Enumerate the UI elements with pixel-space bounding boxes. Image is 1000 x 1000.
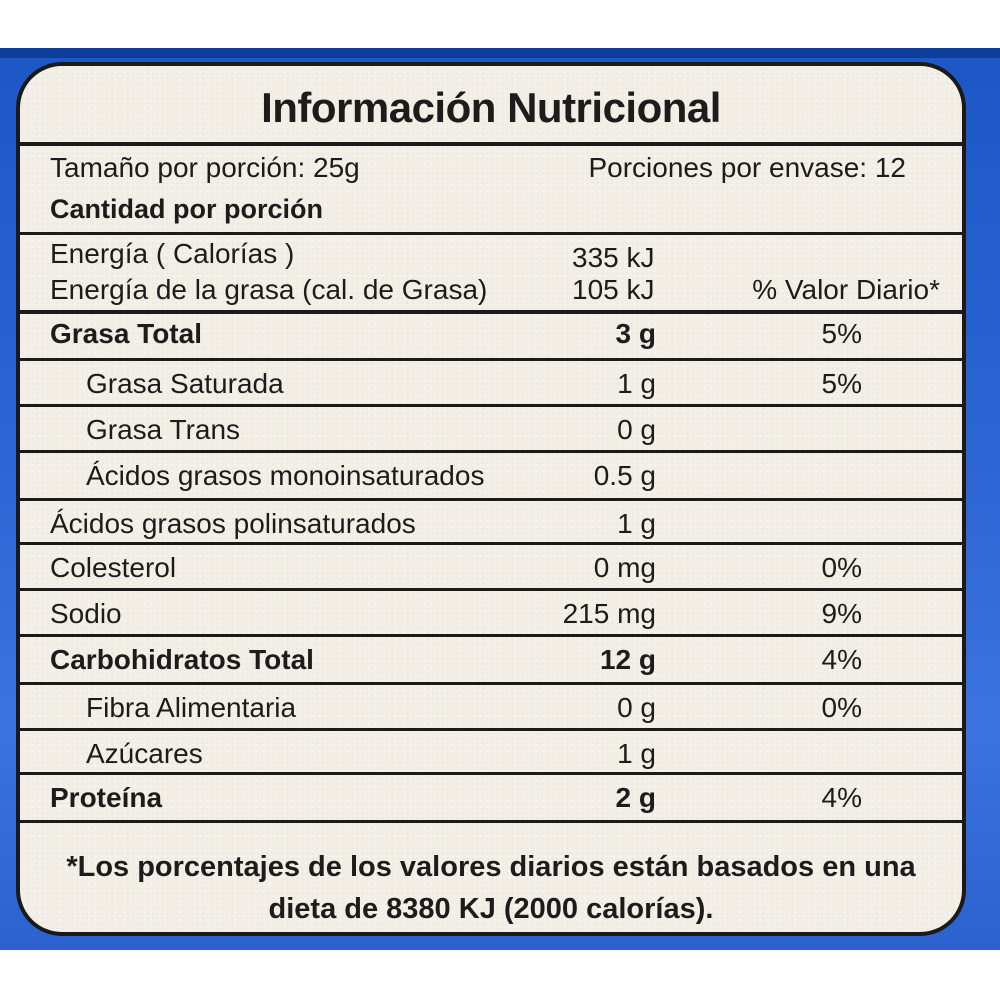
nutrient-label: Proteína <box>50 782 163 813</box>
footnote-line-1: *Los porcentajes de los valores diarios … <box>66 851 916 883</box>
nutrient-label: Sodio <box>50 598 122 629</box>
amount-per-serving: Cantidad por porción <box>50 194 323 224</box>
nutrient-label: Grasa Total <box>50 318 202 349</box>
nutrient-amount: 1 g <box>617 738 656 769</box>
nutrient-amount: 2 g <box>615 782 656 813</box>
nutrient-amount: 0 g <box>617 414 656 445</box>
nutrient-amount: 0.5 g <box>593 460 656 491</box>
nutrient-daily-value: 0% <box>821 692 862 723</box>
nutrient-label: Azúcares <box>86 738 203 769</box>
divider <box>20 820 962 823</box>
nutrient-daily-value: 4% <box>821 644 862 675</box>
panel-title: Información Nutricional <box>261 84 721 131</box>
row-divider <box>20 310 962 314</box>
row-divider <box>20 450 962 453</box>
nutrient-daily-value: 9% <box>821 598 862 629</box>
energy-fat-value: 105 kJ <box>572 274 655 305</box>
nutrient-label: Grasa Trans <box>86 414 241 445</box>
packaging-edge <box>0 48 1000 58</box>
row-divider <box>20 682 962 685</box>
nutrient-daily-value: 5% <box>821 368 862 399</box>
row-divider <box>20 358 962 361</box>
nutrition-facts-panel: Información Nutricional Tamaño por porci… <box>16 62 966 936</box>
row-divider <box>20 772 962 775</box>
nutrient-amount: 1 g <box>617 508 656 539</box>
nutrient-amount: 3 g <box>615 318 656 349</box>
nutrient-daily-value: 4% <box>821 782 862 813</box>
divider <box>20 232 962 235</box>
energy-label: Energía ( Calorías ) <box>50 238 295 269</box>
nutrient-label: Ácidos grasos monoinsaturados <box>86 460 485 491</box>
row-divider <box>20 498 962 501</box>
nutrient-label: Grasa Saturada <box>86 368 284 399</box>
serving-size: Tamaño por porción: 25g <box>50 152 360 183</box>
nutrient-amount: 1 g <box>617 368 656 399</box>
servings-per-container: Porciones por envase: 12 <box>588 152 906 183</box>
energy-value: 335 kJ <box>572 242 655 273</box>
row-divider <box>20 728 962 731</box>
divider <box>20 142 962 146</box>
nutrient-amount: 0 g <box>617 692 656 723</box>
row-divider <box>20 542 962 545</box>
nutrient-amount: 12 g <box>599 644 656 675</box>
nutrient-label: Colesterol <box>50 552 177 583</box>
nutrient-amount: 215 mg <box>562 598 656 629</box>
energy-fat-label: Energía de la grasa (cal. de Grasa) <box>50 274 488 305</box>
nutrient-amount: 0 mg <box>593 552 656 583</box>
daily-value-header: % Valor Diario* <box>752 274 940 305</box>
nutrient-daily-value: 0% <box>821 552 862 583</box>
nutrient-label: Carbohidratos Total <box>50 644 314 675</box>
nutrient-label: Fibra Alimentaria <box>86 692 297 723</box>
nutrient-daily-value: 5% <box>821 318 862 349</box>
footnote-line-2: dieta de 8380 KJ (2000 calorías). <box>268 893 714 925</box>
row-divider <box>20 634 962 637</box>
row-divider <box>20 404 962 407</box>
row-divider <box>20 588 962 591</box>
nutrient-label: Ácidos grasos polinsaturados <box>50 508 416 539</box>
